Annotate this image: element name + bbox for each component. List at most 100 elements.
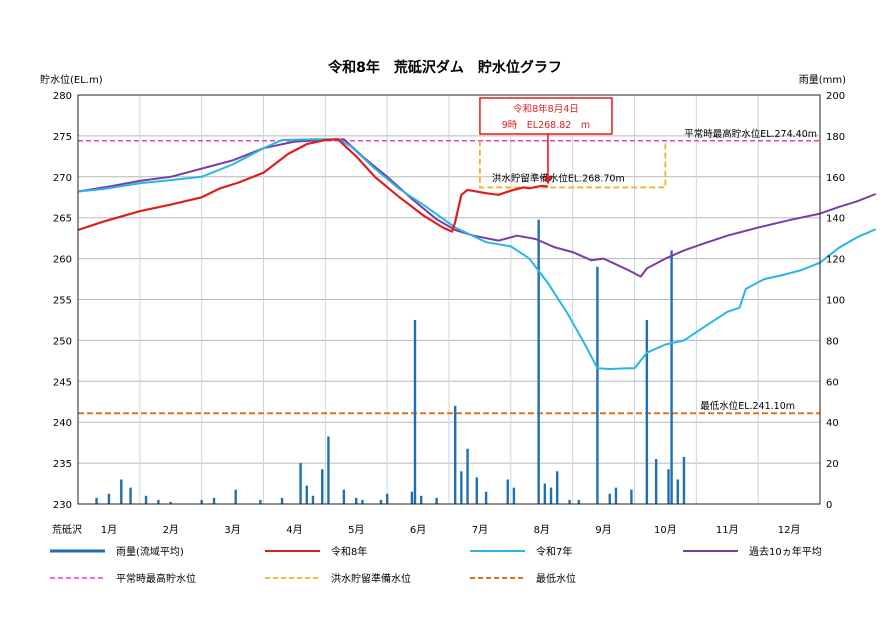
rain-bar <box>321 469 324 504</box>
rain-bar <box>280 497 284 504</box>
rain-bar <box>234 489 237 504</box>
rain-bar <box>157 499 160 504</box>
rain-bar <box>512 487 516 504</box>
y-tick-right-label: 160 <box>826 173 845 184</box>
x-ticks: 1月 2月 3月 4月 5月 6月 7月 8月 9月 10月 11月 12月 <box>101 524 801 536</box>
y-tick-left-label: 245 <box>53 377 72 388</box>
x-tick-label: 3月 <box>224 524 240 536</box>
reference-lines: 平常時最高貯水位EL.274.40m 洪水貯留準備水位EL.268.70m 最低水位… <box>78 128 820 415</box>
rain-bar <box>419 495 423 504</box>
min-level-label: 最低水位EL.241.10m <box>700 400 795 412</box>
rain-bar <box>460 471 463 504</box>
legend-label-r7: 令和7年 <box>536 545 572 558</box>
series-line-r8 <box>77 138 549 233</box>
rain-bars <box>95 219 686 504</box>
legend-label-min: 最低水位 <box>536 572 576 585</box>
rain-bar <box>311 495 315 504</box>
rain-bar <box>682 456 686 504</box>
callout-arrow-head <box>543 176 552 185</box>
y-tick-right-label: 0 <box>826 500 832 511</box>
y-tick-right-label: 40 <box>826 418 839 429</box>
y-axis-left-label: 貯水位(EL.m) <box>40 73 103 86</box>
rain-bar <box>645 319 649 504</box>
grid-lines <box>78 94 820 505</box>
x-tick-label: 10月 <box>654 524 677 536</box>
y-tick-right-label: 80 <box>826 336 839 347</box>
rain-bar <box>654 459 658 504</box>
y-tick-right-label: 200 <box>826 91 845 102</box>
y-tick-left-label: 275 <box>53 132 72 143</box>
y-tick-right-label: 60 <box>826 377 839 388</box>
rain-bar <box>385 493 389 504</box>
rain-bar <box>200 499 203 504</box>
y-tick-right-label: 120 <box>826 255 845 266</box>
series-line-avg <box>77 138 877 278</box>
flood-prep-level-line <box>479 140 667 189</box>
legend-label-avg: 過去10ヵ年平均 <box>749 545 822 558</box>
y-axis-right-label: 雨量(mm) <box>799 74 846 86</box>
rain-bar <box>453 405 457 504</box>
x-tick-label: 4月 <box>286 524 302 536</box>
x-tick-label: 1月 <box>101 524 117 536</box>
y-tick-left-label: 265 <box>53 214 72 225</box>
rain-bar <box>537 219 540 504</box>
x-tick-label: 8月 <box>534 524 550 536</box>
rain-bar <box>435 497 438 504</box>
rain-bar <box>355 497 358 504</box>
y-tick-right-label: 100 <box>826 296 845 307</box>
rain-bar <box>556 471 559 504</box>
y-tick-left-label: 250 <box>53 336 72 347</box>
rain-bar <box>305 485 308 504</box>
y-tick-left-label: 260 <box>53 255 72 266</box>
x-tick-label: 2月 <box>163 524 179 536</box>
rain-bar <box>577 499 581 504</box>
rain-bar <box>568 499 571 504</box>
rain-bar <box>95 497 98 504</box>
rain-bar <box>466 448 469 504</box>
rain-bar <box>413 319 417 504</box>
rain-bar <box>596 266 599 504</box>
rain-bar <box>379 499 383 504</box>
rain-bar <box>120 479 123 504</box>
water-level-lines <box>77 138 877 370</box>
rain-bar <box>667 469 670 504</box>
rain-bar <box>608 493 611 504</box>
y-tick-left-label: 230 <box>53 500 72 511</box>
chart-title: 令和8年 荒砥沢ダム 貯水位グラフ <box>327 59 562 76</box>
normal-max-level-label: 平常時最高貯水位EL.274.40m <box>684 128 817 140</box>
y-tick-left-label: 235 <box>53 459 72 470</box>
rain-bar <box>129 487 132 504</box>
rain-bar <box>484 491 488 504</box>
y-tick-right-label: 180 <box>826 132 845 143</box>
y-tick-right-label: 20 <box>826 459 839 470</box>
legend-label-normal_max: 平常時最高貯水位 <box>116 572 196 585</box>
rain-bar <box>549 487 553 504</box>
rain-bar <box>299 463 302 504</box>
callout-box <box>479 97 613 135</box>
rain-bar <box>630 489 633 504</box>
rain-bar <box>107 493 111 504</box>
rain-bar <box>543 483 547 504</box>
callout-date: 令和8年8月4日 <box>513 103 579 115</box>
x-tick-label: 6月 <box>410 524 426 536</box>
rain-bar <box>327 436 330 504</box>
x-tick-label: 5月 <box>348 524 364 536</box>
y-tick-left-label: 280 <box>53 91 72 102</box>
x-tick-label: 12月 <box>778 524 801 536</box>
callout-value: 9時 EL268.82 m <box>502 120 590 131</box>
x-axis-corner-label: 荒砥沢 <box>52 523 82 536</box>
rain-bar <box>144 495 148 504</box>
rain-bar <box>670 250 673 504</box>
plot-frame <box>77 94 821 505</box>
rain-bar <box>614 487 618 504</box>
y-tick-left-label: 240 <box>53 418 72 429</box>
rain-bar <box>169 501 172 504</box>
legend-label-flood: 洪水貯留準備水位 <box>331 572 411 585</box>
legend-label-r8: 令和8年 <box>331 545 367 558</box>
rain-bar <box>506 479 509 504</box>
rain-bar <box>259 499 262 504</box>
rain-bar <box>361 499 364 504</box>
rain-bar <box>676 479 679 504</box>
